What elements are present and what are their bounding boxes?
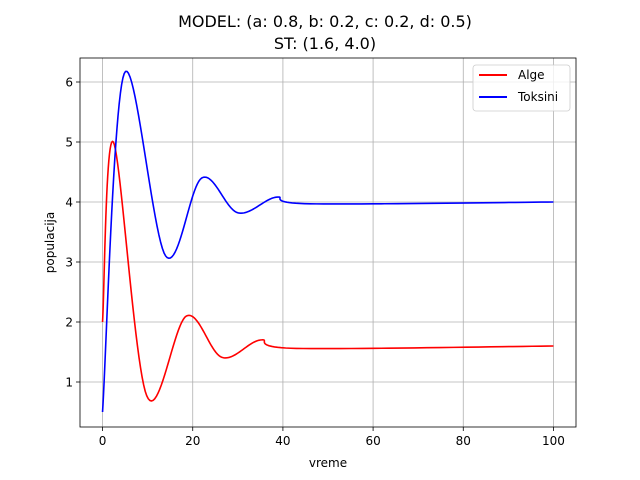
legend-label-toksini: Toksini [517,90,558,104]
x-tick-label: 60 [365,434,380,448]
x-tick-label: 20 [185,434,200,448]
y-tick-label: 4 [65,195,73,209]
x-tick-label: 40 [275,434,290,448]
x-tick-label: 80 [456,434,471,448]
y-tick-label: 3 [65,255,73,269]
legend-box [472,64,571,112]
y-tick-label: 5 [65,135,73,149]
axes-frame [79,57,577,428]
chart-title: MODEL: (a: 0.8, b: 0.2, c: 0.2, d: 0.5) [178,12,472,31]
y-tick-label: 2 [65,315,73,329]
legend: Alge Toksini [472,64,571,112]
y-tick-label: 6 [65,75,73,89]
plot-lines [101,70,554,413]
chart-subtitle: ST: (1.6, 4.0) [274,34,376,53]
series-line-toksini [101,70,554,413]
x-axis-label: vreme [309,456,347,470]
legend-label-alge: Alge [518,68,545,82]
grid [80,58,576,427]
series-line-alge [101,140,554,402]
y-axis-label: populacija [43,212,57,274]
x-tick-label: 100 [542,434,565,448]
y-tick-label: 1 [65,375,73,389]
x-tick-label: 0 [99,434,107,448]
axis-ticks: 0 20 40 60 80 100 1 2 3 4 5 6 [65,75,565,448]
